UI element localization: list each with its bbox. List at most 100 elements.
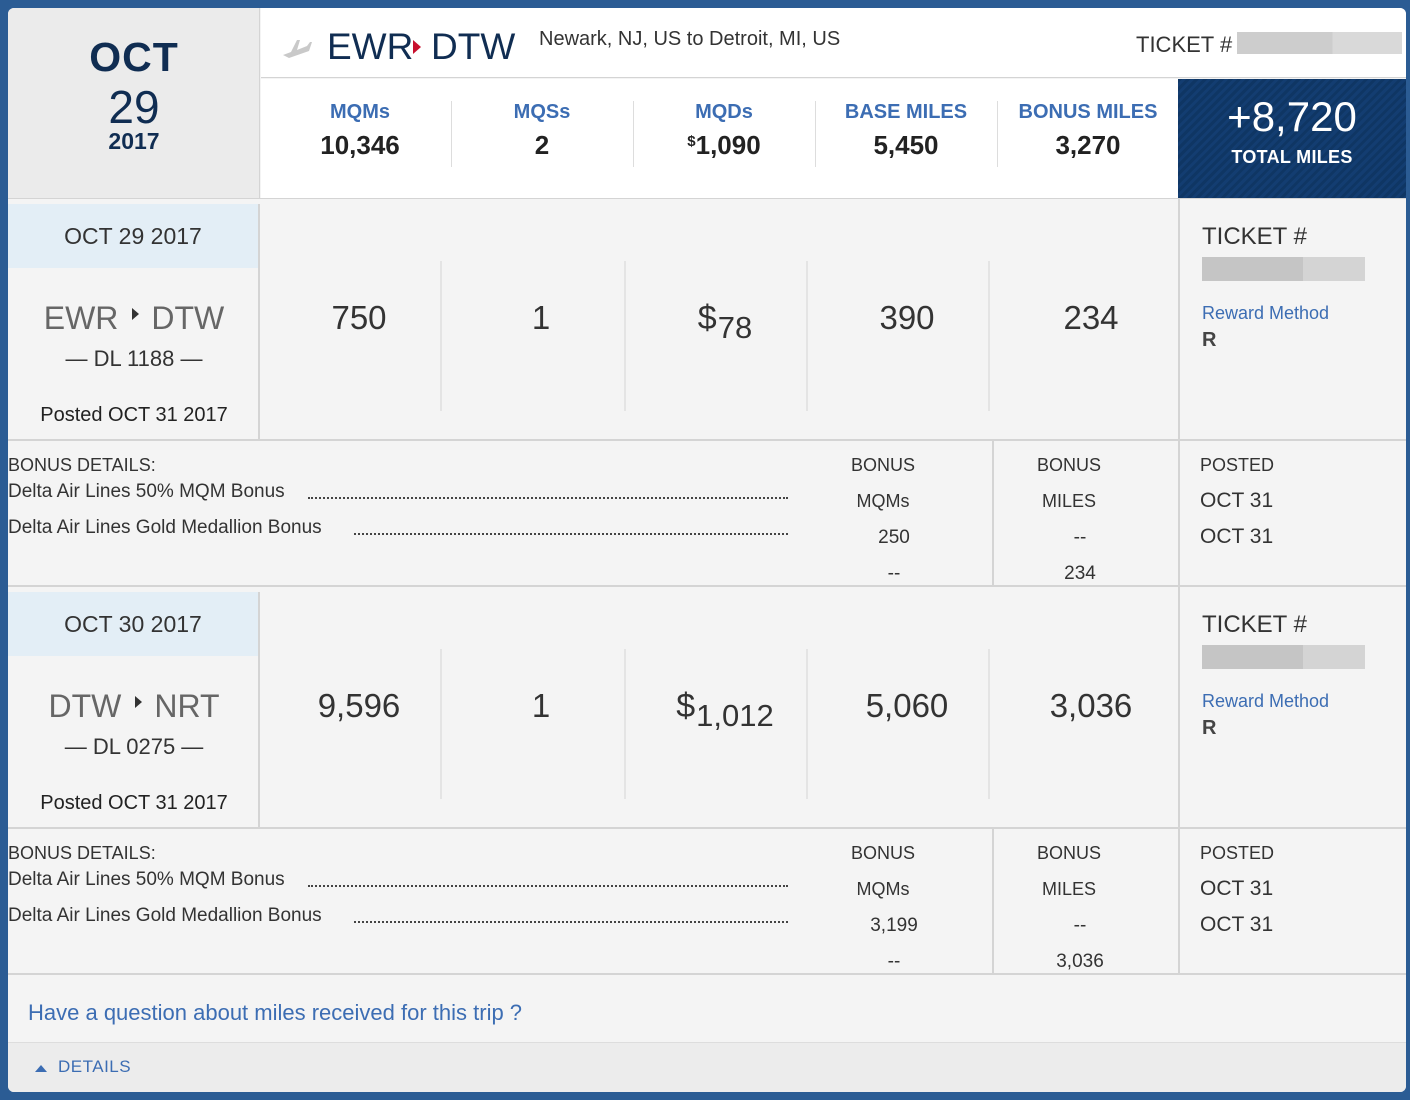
segment-info: OCT 30 2017 DTW NRT — DL 0275 — Posted OC… <box>8 592 260 829</box>
bonus-posted-date: OCT 31 <box>1200 877 1274 900</box>
trip-month: OCT <box>89 34 179 80</box>
bonus-mqm-header: MQMs <box>856 491 910 511</box>
divider <box>815 101 816 167</box>
bonus-item-label: Delta Air Lines Gold Medallion Bonus <box>8 517 322 538</box>
stat-value: 3,270 <box>1055 130 1121 160</box>
bonus-posted-header: POSTED <box>1200 843 1275 863</box>
ticket-label: TICKET # <box>1202 223 1307 250</box>
trip-summary-stats: MQMs 10,346 MQSs 2 MQDs $1,090 BASE MILE… <box>261 79 1178 198</box>
segment-origin: EWR <box>43 300 119 336</box>
segment-base-miles: 5,060 <box>865 687 949 724</box>
divider <box>633 101 634 167</box>
divider <box>988 261 990 411</box>
segment-bonus-miles: 3,036 <box>1049 687 1133 724</box>
dot-leader <box>354 905 788 923</box>
stat-label: MQMs <box>330 101 390 123</box>
divider <box>440 261 442 411</box>
details-toggle[interactable]: DETAILS <box>8 1042 1406 1092</box>
bonus-item-label: Delta Air Lines Gold Medallion Bonus <box>8 905 322 926</box>
bonus-miles-header: BONUS <box>1036 843 1101 863</box>
segment-route: DTW NRT <box>8 688 260 725</box>
route-arrow-icon <box>413 40 421 54</box>
ticket-number-redacted <box>1202 257 1365 281</box>
plane-icon <box>283 40 312 58</box>
bonus-item-name: Delta Air Lines 50% MQM Bonus <box>8 869 788 893</box>
stat-value: $1,090 <box>633 130 815 161</box>
segment-bonus-miles: 234 <box>1063 299 1119 336</box>
miles-question-link[interactable]: Have a question about miles received for… <box>28 1000 523 1025</box>
reward-method-value: R <box>1202 329 1217 351</box>
stat-amount: 1,090 <box>695 130 761 160</box>
segment-mqd: $78 <box>634 299 816 346</box>
route-description: Newark, NJ, US to Detroit, MI, US <box>539 28 841 50</box>
bonus-item-name: Delta Air Lines Gold Medallion Bonus <box>8 905 788 929</box>
segment-summary: OCT 30 2017 DTW NRT — DL 0275 — Posted OC… <box>8 587 1406 829</box>
bonus-miles-value: -- <box>1073 915 1087 936</box>
reward-method-label: Reward Method <box>1202 303 1330 323</box>
divider <box>624 261 626 411</box>
segment-flight-number: — DL 1188 — <box>65 346 203 371</box>
divider <box>1178 441 1180 587</box>
trip-activity-card: OCT 29 2017 EWR DTW Newark, NJ, US to De… <box>8 8 1406 1092</box>
bonus-miles-header: MILES <box>1041 879 1097 899</box>
stat-bonus-miles: BONUS MILES 3,270 <box>997 101 1179 161</box>
currency-symbol: $ <box>697 299 717 337</box>
bonus-mqm-value: -- <box>887 951 901 972</box>
bonus-posted-date: OCT 31 <box>1200 525 1274 548</box>
divider <box>806 649 808 799</box>
bonus-item-name: Delta Air Lines 50% MQM Bonus <box>8 481 788 505</box>
stat-value: 5,450 <box>873 130 939 160</box>
segment-posted-date: Posted OCT 31 2017 <box>40 404 228 426</box>
stat-base-miles: BASE MILES 5,450 <box>815 101 997 161</box>
bonus-mqm-header: BONUS <box>850 843 915 863</box>
trip-header: OCT 29 2017 EWR DTW Newark, NJ, US to De… <box>8 8 1406 198</box>
segment-mqm: 750 <box>331 299 387 336</box>
ticket-label: TICKET # <box>1136 32 1233 57</box>
bonus-posted-date: OCT 31 <box>1200 913 1274 936</box>
segment-route: EWR DTW <box>8 300 260 337</box>
bonus-details-title: BONUS DETAILS: <box>8 843 156 863</box>
ticket-label: TICKET # <box>1202 611 1307 638</box>
segment-mqs: 1 <box>531 687 551 724</box>
segment-date: OCT 30 2017 <box>8 592 258 656</box>
bonus-item-label: Delta Air Lines 50% MQM Bonus <box>8 869 285 890</box>
bonus-item-label: Delta Air Lines 50% MQM Bonus <box>8 481 285 502</box>
segment-date: OCT 29 2017 <box>8 204 258 268</box>
segment-destination: NRT <box>154 688 220 724</box>
segment-mqm: 9,596 <box>317 687 401 724</box>
flight-segment: OCT 30 2017 DTW NRT — DL 0275 — Posted OC… <box>8 586 1406 975</box>
bonus-mqm-header: BONUS <box>850 455 915 475</box>
segment-mqd-amount: 1,012 <box>696 698 774 733</box>
bonus-mqm-value: -- <box>887 563 901 584</box>
reward-method-value: R <box>1202 717 1217 739</box>
divider <box>806 261 808 411</box>
segment-info: OCT 29 2017 EWR DTW — DL 1188 — Posted OC… <box>8 204 260 441</box>
dot-leader <box>308 481 788 499</box>
ticket-number-redacted <box>1237 32 1402 54</box>
segment-destination: DTW <box>151 300 225 336</box>
segment-flight-number: — DL 0275 — <box>64 734 204 759</box>
segment-posted-date: Posted OCT 31 2017 <box>40 792 228 814</box>
total-miles-value: +8,720 <box>1227 93 1357 140</box>
bonus-mqm-value: 3,199 <box>870 915 918 936</box>
bonus-details: BONUS DETAILS: Delta Air Lines 50% MQM B… <box>8 441 1406 587</box>
bonus-posted-header: POSTED <box>1200 455 1275 475</box>
segment-ticket: TICKET # Reward Method R <box>1178 587 1406 829</box>
segment-summary: OCT 29 2017 EWR DTW — DL 1188 — Posted OC… <box>8 199 1406 441</box>
total-miles-label: TOTAL MILES <box>1231 147 1353 167</box>
stat-mqds: MQDs $1,090 <box>633 101 815 161</box>
bonus-miles-header: MILES <box>1041 491 1097 511</box>
flight-segment: OCT 29 2017 EWR DTW — DL 1188 — Posted OC… <box>8 198 1406 587</box>
bonus-miles-value: -- <box>1073 527 1087 548</box>
bonus-details-title: BONUS DETAILS: <box>8 455 156 475</box>
stat-value: 10,346 <box>320 130 400 160</box>
segment-mqd-amount: 78 <box>717 310 753 345</box>
route-arrow-icon <box>132 308 140 320</box>
stat-label: BONUS MILES <box>1018 101 1158 123</box>
segment-origin: DTW <box>48 688 122 724</box>
bonus-item-name: Delta Air Lines Gold Medallion Bonus <box>8 517 788 541</box>
segment-mqs: 1 <box>531 299 551 336</box>
bonus-miles-header: BONUS <box>1036 455 1101 475</box>
dot-leader <box>308 869 788 887</box>
trip-route-bar: EWR DTW Newark, NJ, US to Detroit, MI, U… <box>261 8 1406 78</box>
